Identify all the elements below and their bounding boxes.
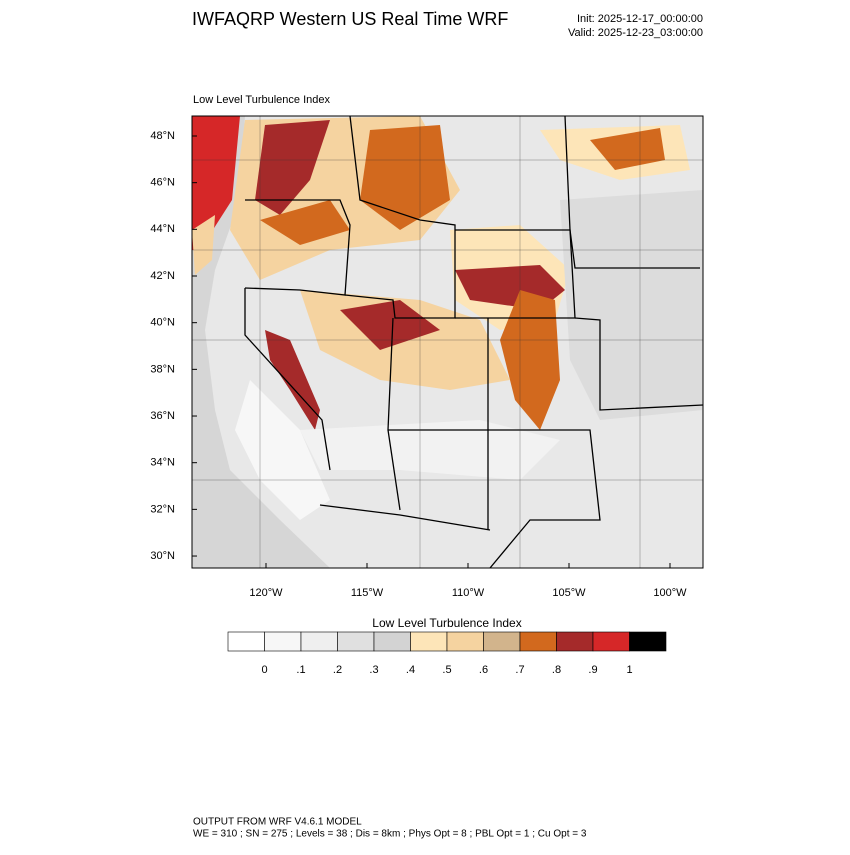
colorbar-label: .9 — [588, 664, 597, 676]
lat-label: 34°N — [150, 457, 175, 469]
colorbar-label: .1 — [296, 664, 305, 676]
footer-line: WE = 310 ; SN = 275 ; Levels = 38 ; Dis … — [193, 829, 587, 840]
footer-line: OUTPUT FROM WRF V4.6.1 MODEL — [193, 817, 362, 828]
colorbar-title: Low Level Turbulence Index — [372, 616, 521, 630]
map-frame — [191, 115, 704, 569]
colorbar-label: .7 — [515, 664, 524, 676]
lat-label: 46°N — [150, 177, 175, 189]
lat-label: 36°N — [150, 410, 175, 422]
colorbar-box — [373, 631, 411, 652]
colorbar-box — [264, 631, 302, 652]
colorbar-label: .2 — [333, 664, 342, 676]
colorbar-label: .5 — [442, 664, 451, 676]
colorbar-box — [519, 631, 557, 652]
valid-time: Valid: 2025-12-23_03:00:00 — [568, 27, 703, 39]
colorbar-label: .4 — [406, 664, 415, 676]
colorbar-label: 0 — [261, 664, 267, 676]
colorbar-label: .6 — [479, 664, 488, 676]
colorbar-box — [483, 631, 521, 652]
colorbar-box — [300, 631, 338, 652]
colorbar-box — [410, 631, 448, 652]
colorbar-box — [556, 631, 594, 652]
lat-label: 30°N — [150, 550, 175, 562]
lat-label: 44°N — [150, 223, 175, 235]
lon-label: 115°W — [351, 587, 384, 599]
colorbar-box — [592, 631, 630, 652]
map-ticks: 48°N 46°N 44°N 42°N 40°N 38°N 36°N 34°N 32°N 30°N… — [150, 130, 687, 599]
lat-label: 48°N — [150, 130, 175, 142]
colorbar-box — [337, 631, 375, 652]
colorbar-box — [227, 631, 265, 652]
lat-label: 40°N — [150, 317, 175, 329]
colorbar: 0 .1 .2 .3 .4 .5 .6 .7 .8 .9 1 — [227, 631, 667, 676]
lat-label: 32°N — [150, 503, 175, 515]
colorbar-label: .8 — [552, 664, 561, 676]
init-time: Init: 2025-12-17_00:00:00 — [577, 13, 703, 25]
colorbar-box — [446, 631, 484, 652]
lat-label: 42°N — [150, 270, 175, 282]
lon-label: 105°W — [552, 587, 586, 599]
colorbar-label: .3 — [369, 664, 378, 676]
lat-label: 38°N — [150, 363, 175, 375]
title: IWFAQRP Western US Real Time WRF — [192, 9, 508, 29]
lon-label: 110°W — [452, 587, 485, 599]
lon-label: 120°W — [249, 587, 283, 599]
colorbar-label: 1 — [626, 664, 632, 676]
colorbar-box — [629, 631, 667, 652]
map — [192, 116, 703, 568]
map-label: Low Level Turbulence Index — [193, 94, 330, 106]
lon-label: 100°W — [653, 587, 687, 599]
